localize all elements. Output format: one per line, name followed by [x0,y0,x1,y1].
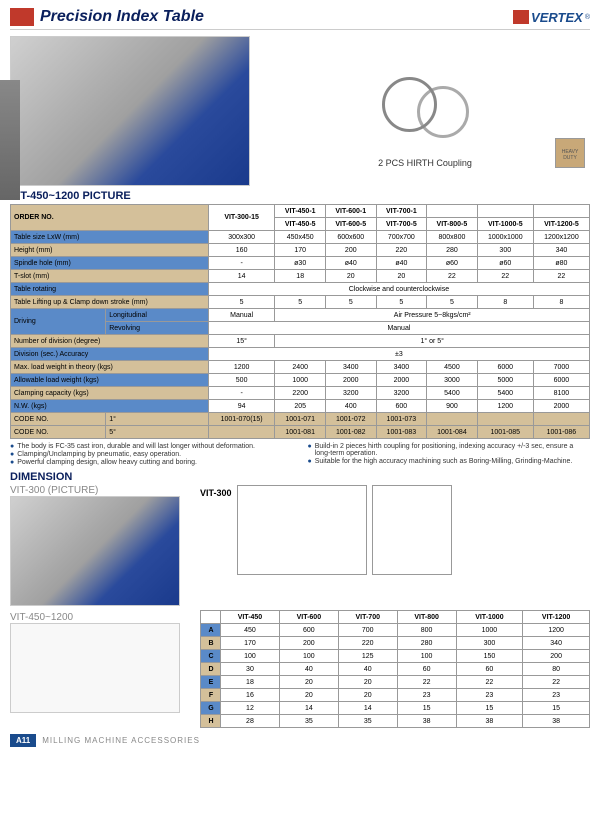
dim-subtitle-1: VIT-300 (PICTURE) [10,485,190,496]
page-title: Precision Index Table [40,8,204,26]
heavy-duty-badge: HEAVY DUTY [555,138,585,168]
vit300-image [10,496,180,606]
picture-title: VIT-450~1200 PICTURE [10,190,590,202]
page-number: A11 [10,734,36,747]
tech-drawing-2 [372,485,452,575]
spec-table: ORDER NO. VIT-300-15 VIT-450-1 VIT-600-1… [10,204,590,439]
page-footer: A11 MILLING MACHINE ACCESSORIES [10,734,590,747]
brand-icon [513,10,529,24]
dimension-table: VIT-450VIT-600VIT-700VIT-800VIT-1000VIT-… [200,610,590,728]
logo-icon [10,8,34,26]
brand-logo: VERTEX® [513,10,590,25]
page-header: Precision Index Table VERTEX® [10,8,590,30]
coupling-label: 2 PCS HIRTH Coupling [378,158,472,168]
coupling-image [360,54,490,154]
dimension-title: DIMENSION [10,471,590,483]
bullet-points: ●The body is FC-35 cast iron, durable an… [10,443,590,467]
dimension-diagram-1 [10,623,180,713]
product-image-main [10,36,250,186]
dim-subtitle-2: VIT-450~1200 [10,612,190,623]
vit300-label: VIT-300 [200,488,232,498]
footer-category: MILLING MACHINE ACCESSORIES [42,736,200,745]
side-decoration [0,80,20,200]
tech-drawing-1 [237,485,367,575]
